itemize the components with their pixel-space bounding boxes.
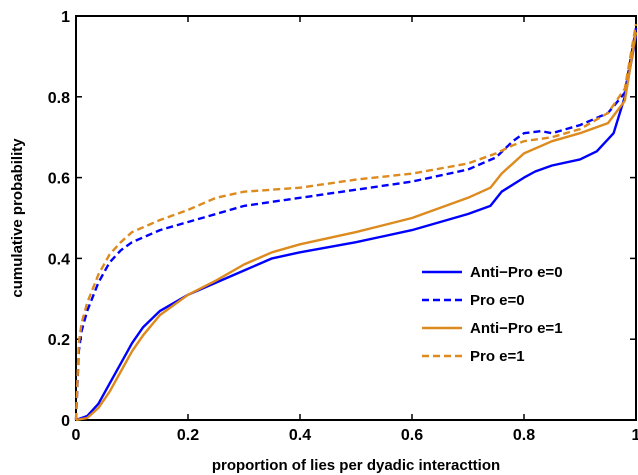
plot-area: [75, 15, 637, 421]
series-layer: [74, 23, 638, 422]
y-tick-label: 0.6: [48, 171, 70, 188]
x-axis-label: proportion of lies per dyadic interactti…: [212, 457, 500, 474]
x-tick-label: 0: [72, 427, 81, 444]
y-tick-label: 1: [61, 9, 70, 26]
series-line-1: [74, 27, 638, 421]
x-tick-label: 0.2: [177, 427, 199, 444]
legend-label: Anti−Pro e=0: [470, 264, 563, 281]
x-tick-label: 0.8: [513, 427, 535, 444]
y-tick-label: 0: [61, 413, 70, 430]
y-tick-label: 0.4: [48, 251, 70, 268]
ticks: 0 0.2 0.4 0.6 0.8 1 0 0.2 0.4 0.6 0.8 1: [48, 9, 638, 444]
y-tick-label: 0.2: [48, 332, 70, 349]
x-tick-label: 1: [632, 427, 638, 444]
legend: Anti−Pro e=0 Pro e=0 Anti−Pro e=1 Pro e=1: [422, 264, 563, 365]
y-axis-label: cumulative probability: [9, 138, 26, 298]
x-tick-label: 0.4: [289, 427, 311, 444]
x-tick-label: 0.6: [401, 427, 423, 444]
legend-label: Pro e=1: [470, 348, 525, 365]
series-line-3: [74, 23, 638, 421]
series-line-2: [75, 32, 638, 422]
y-tick-label: 0.8: [48, 90, 70, 107]
legend-label: Anti−Pro e=1: [470, 320, 563, 337]
series-line-0: [75, 35, 638, 422]
legend-label: Pro e=0: [470, 292, 525, 309]
